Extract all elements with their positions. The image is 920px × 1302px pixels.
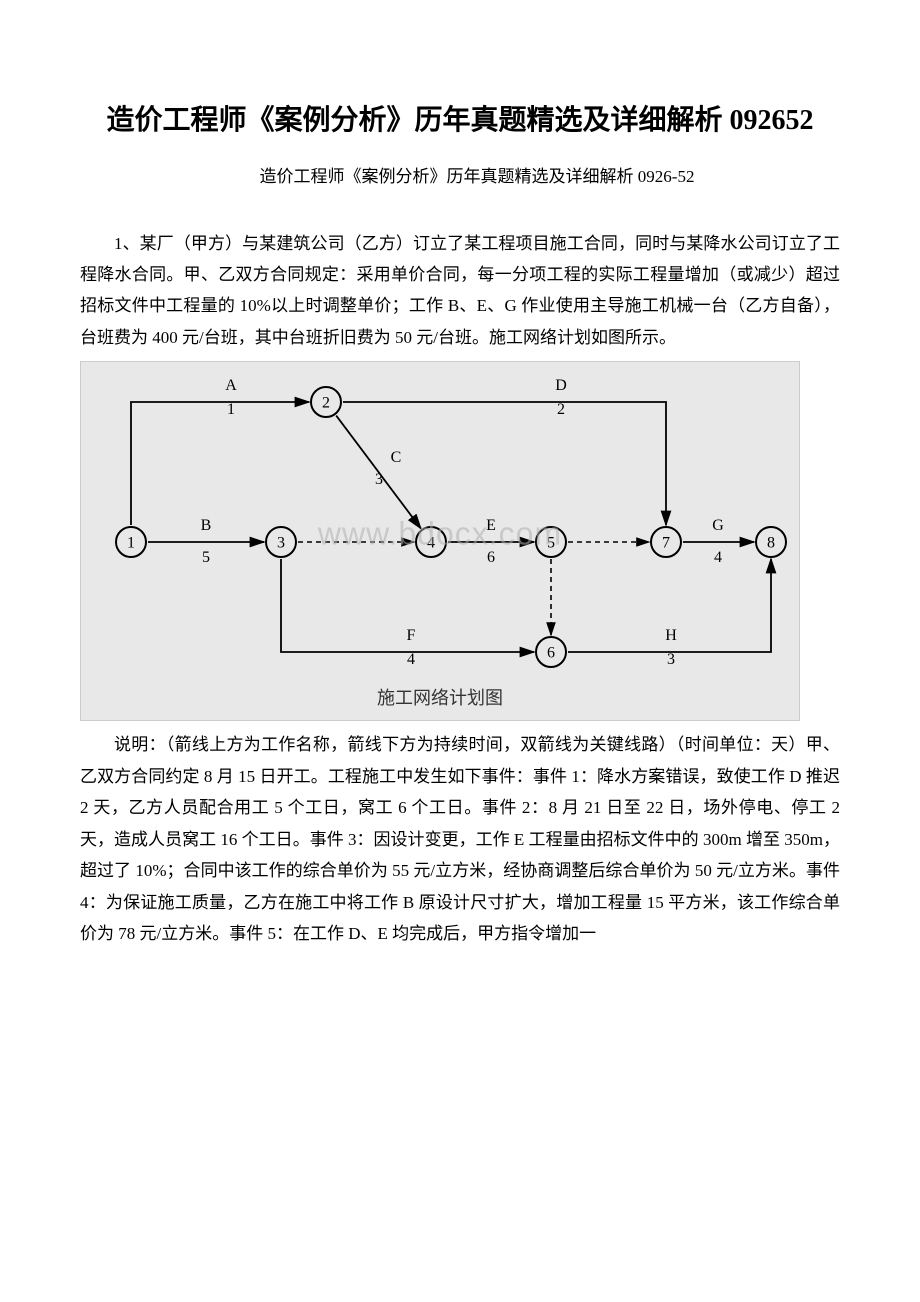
svg-text:E: E	[486, 517, 496, 534]
svg-text:8: 8	[767, 535, 775, 552]
doc-title: 造价工程师《案例分析》历年真题精选及详细解析 092652	[80, 100, 840, 142]
svg-text:B: B	[201, 517, 212, 534]
svg-text:6: 6	[547, 645, 555, 662]
svg-text:6: 6	[487, 549, 495, 566]
diagram-caption: 施工网络计划图	[377, 684, 503, 710]
svg-text:7: 7	[662, 535, 670, 552]
svg-text:F: F	[407, 627, 416, 644]
svg-text:3: 3	[667, 651, 675, 668]
network-diagram-svg: A1D2C3B5E6G4F4H312345678	[81, 362, 801, 702]
svg-text:4: 4	[714, 549, 722, 566]
svg-text:5: 5	[202, 549, 210, 566]
svg-text:G: G	[712, 517, 724, 534]
svg-text:5: 5	[547, 535, 555, 552]
svg-text:4: 4	[427, 535, 435, 552]
svg-text:2: 2	[557, 401, 565, 418]
svg-text:2: 2	[322, 395, 330, 412]
svg-text:C: C	[391, 449, 402, 466]
svg-text:1: 1	[227, 401, 235, 418]
paragraph-1: 1、某厂（甲方）与某建筑公司（乙方）订立了某工程项目施工合同，同时与某降水公司订…	[80, 228, 840, 354]
svg-text:1: 1	[127, 535, 135, 552]
svg-text:4: 4	[407, 651, 415, 668]
svg-text:3: 3	[375, 471, 383, 488]
network-diagram: A1D2C3B5E6G4F4H312345678 www.bdocx.com 施…	[80, 361, 800, 721]
svg-text:D: D	[555, 377, 567, 394]
svg-text:3: 3	[277, 535, 285, 552]
doc-subtitle: 造价工程师《案例分析》历年真题精选及详细解析 0926-52	[80, 162, 840, 193]
svg-text:H: H	[665, 627, 677, 644]
svg-text:A: A	[225, 377, 237, 394]
paragraph-2: 说明：（箭线上方为工作名称，箭线下方为持续时间，双箭线为关键线路）（时间单位：天…	[80, 729, 840, 949]
